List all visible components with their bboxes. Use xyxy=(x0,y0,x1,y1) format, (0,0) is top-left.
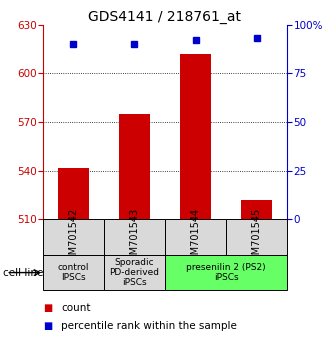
Bar xyxy=(43,255,104,290)
Text: ■: ■ xyxy=(43,303,52,313)
Bar xyxy=(58,167,89,219)
Title: GDS4141 / 218761_at: GDS4141 / 218761_at xyxy=(88,10,242,24)
Text: control
IPSCs: control IPSCs xyxy=(58,263,89,282)
Text: Sporadic
PD-derived
iPSCs: Sporadic PD-derived iPSCs xyxy=(110,258,159,287)
Bar xyxy=(180,54,211,219)
Bar xyxy=(43,219,104,255)
Bar xyxy=(104,219,165,255)
Bar xyxy=(241,200,272,219)
Text: ■: ■ xyxy=(43,321,52,331)
Text: cell line: cell line xyxy=(3,268,44,278)
Text: presenilin 2 (PS2)
iPSCs: presenilin 2 (PS2) iPSCs xyxy=(186,263,266,282)
Text: percentile rank within the sample: percentile rank within the sample xyxy=(61,321,237,331)
Bar xyxy=(119,114,150,219)
Text: GSM701544: GSM701544 xyxy=(190,207,201,267)
Text: GSM701545: GSM701545 xyxy=(251,207,262,267)
Bar xyxy=(165,255,287,290)
Bar xyxy=(165,219,226,255)
Text: GSM701543: GSM701543 xyxy=(129,207,140,267)
Bar xyxy=(104,255,165,290)
Text: GSM701542: GSM701542 xyxy=(68,207,79,267)
Text: count: count xyxy=(61,303,90,313)
Bar xyxy=(226,219,287,255)
